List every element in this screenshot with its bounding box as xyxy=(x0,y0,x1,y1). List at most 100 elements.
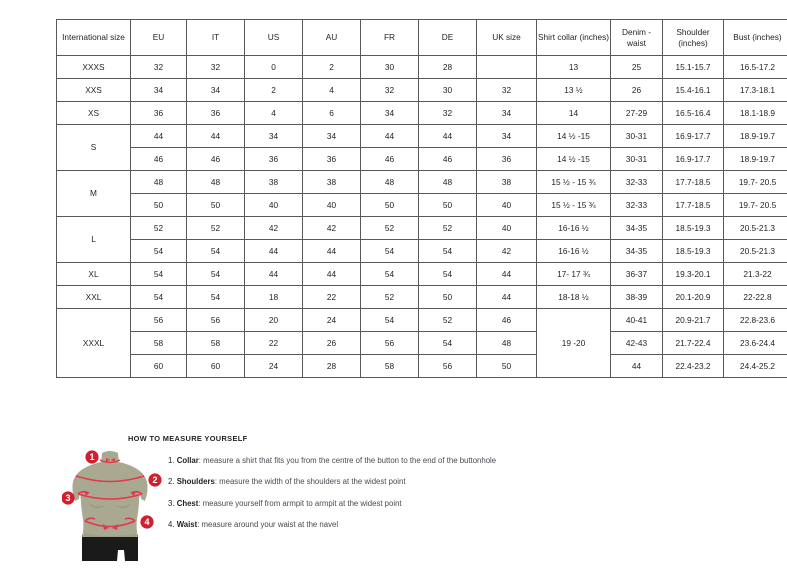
instruction-number: 2. xyxy=(168,477,175,486)
cell-us: 34 xyxy=(245,125,303,148)
cell-de: 28 xyxy=(419,56,477,79)
cell-shirt-collar: 15 ½ - 15 ¾ xyxy=(537,194,611,217)
cell-international-size: L xyxy=(57,217,131,263)
cell-au: 28 xyxy=(303,355,361,378)
cell-shirt-collar: 15 ½ - 15 ¾ xyxy=(537,171,611,194)
cell-de: 30 xyxy=(419,79,477,102)
cell-de: 48 xyxy=(419,171,477,194)
cell-shirt-collar: 14 xyxy=(537,102,611,125)
instruction-number: 4. xyxy=(168,520,175,529)
measure-guide-heading: HOW TO MEASURE YOURSELF xyxy=(128,434,728,443)
measure-guide-section: HOW TO MEASURE YOURSELF 1. Collar: measu… xyxy=(128,434,728,453)
size-chart-container: International size EU IT US AU FR DE UK … xyxy=(56,19,732,378)
cell-de: 54 xyxy=(419,240,477,263)
cell-au: 26 xyxy=(303,332,361,355)
column-header-international-size: International size xyxy=(57,20,131,56)
cell-shirt-collar: 19 -20 xyxy=(537,309,611,378)
cell-shoulder: 16.9-17.7 xyxy=(663,125,724,148)
cell-shirt-collar: 14 ½ -15 xyxy=(537,125,611,148)
cell-uk: 40 xyxy=(477,194,537,217)
cell-fr: 50 xyxy=(361,194,419,217)
cell-denim: 44 xyxy=(611,355,663,378)
cell-it: 50 xyxy=(187,194,245,217)
cell-au: 42 xyxy=(303,217,361,240)
cell-denim: 36-37 xyxy=(611,263,663,286)
cell-shoulder: 15.1-15.7 xyxy=(663,56,724,79)
cell-bust: 19.7- 20.5 xyxy=(724,171,787,194)
cell-us: 44 xyxy=(245,263,303,286)
instruction-term: Collar xyxy=(177,456,199,465)
measure-instruction-item: 2. Shoulders: measure the width of the s… xyxy=(168,478,728,486)
cell-de: 52 xyxy=(419,217,477,240)
instruction-text: : measure the width of the shoulders at … xyxy=(215,477,406,486)
column-header-shoulder: Shoulder (inches) xyxy=(663,20,724,56)
cell-uk: 38 xyxy=(477,171,537,194)
svg-text:4: 4 xyxy=(144,517,149,527)
instruction-number: 3. xyxy=(168,499,175,508)
cell-denim: 34-35 xyxy=(611,217,663,240)
cell-shirt-collar: 18-18 ½ xyxy=(537,286,611,309)
cell-it: 48 xyxy=(187,171,245,194)
measure-instruction-list: 1. Collar: measure a shirt that fits you… xyxy=(168,457,728,542)
measure-instruction-item: 3. Chest: measure yourself from armpit t… xyxy=(168,500,728,508)
cell-international-size: XXXL xyxy=(57,309,131,378)
cell-fr: 52 xyxy=(361,286,419,309)
cell-bust: 19.7- 20.5 xyxy=(724,194,787,217)
size-chart-header: International size EU IT US AU FR DE UK … xyxy=(57,20,787,56)
cell-au: 38 xyxy=(303,171,361,194)
cell-bust: 17.3-18.1 xyxy=(724,79,787,102)
badge-2: 2 xyxy=(148,473,161,486)
cell-denim: 26 xyxy=(611,79,663,102)
cell-us: 20 xyxy=(245,309,303,332)
column-header-au: AU xyxy=(303,20,361,56)
svg-text:2: 2 xyxy=(152,475,157,485)
cell-eu: 52 xyxy=(131,217,187,240)
cell-denim: 40-41 xyxy=(611,309,663,332)
cell-us: 38 xyxy=(245,171,303,194)
cell-it: 54 xyxy=(187,286,245,309)
badge-1: 1 xyxy=(85,450,98,463)
column-header-uk-size: UK size xyxy=(477,20,537,56)
column-header-bust: Bust (inches) xyxy=(724,20,787,56)
cell-eu: 34 xyxy=(131,79,187,102)
cell-uk: 42 xyxy=(477,240,537,263)
cell-it: 52 xyxy=(187,217,245,240)
instruction-number: 1. xyxy=(168,456,175,465)
cell-uk: 32 xyxy=(477,79,537,102)
cell-it: 54 xyxy=(187,240,245,263)
cell-eu: 46 xyxy=(131,148,187,171)
cell-eu: 44 xyxy=(131,125,187,148)
cell-shirt-collar: 13 xyxy=(537,56,611,79)
cell-us: 24 xyxy=(245,355,303,378)
cell-international-size: M xyxy=(57,171,131,217)
cell-denim: 38-39 xyxy=(611,286,663,309)
cell-shoulder: 20.1-20.9 xyxy=(663,286,724,309)
column-header-it: IT xyxy=(187,20,245,56)
cell-uk: 44 xyxy=(477,263,537,286)
cell-fr: 58 xyxy=(361,355,419,378)
cell-fr: 52 xyxy=(361,217,419,240)
cell-international-size: S xyxy=(57,125,131,171)
cell-de: 32 xyxy=(419,102,477,125)
cell-eu: 54 xyxy=(131,263,187,286)
size-chart-table: International size EU IT US AU FR DE UK … xyxy=(56,19,787,378)
cell-us: 4 xyxy=(245,102,303,125)
cell-bust: 23.6-24.4 xyxy=(724,332,787,355)
cell-de: 50 xyxy=(419,286,477,309)
cell-shoulder: 16.5-16.4 xyxy=(663,102,724,125)
cell-bust: 18.9-19.7 xyxy=(724,148,787,171)
cell-it: 46 xyxy=(187,148,245,171)
cell-de: 52 xyxy=(419,309,477,332)
cell-fr: 30 xyxy=(361,56,419,79)
cell-international-size: XXS xyxy=(57,79,131,102)
cell-de: 56 xyxy=(419,355,477,378)
cell-it: 34 xyxy=(187,79,245,102)
cell-bust: 18.1-18.9 xyxy=(724,102,787,125)
cell-au: 34 xyxy=(303,125,361,148)
cell-it: 54 xyxy=(187,263,245,286)
cell-it: 44 xyxy=(187,125,245,148)
